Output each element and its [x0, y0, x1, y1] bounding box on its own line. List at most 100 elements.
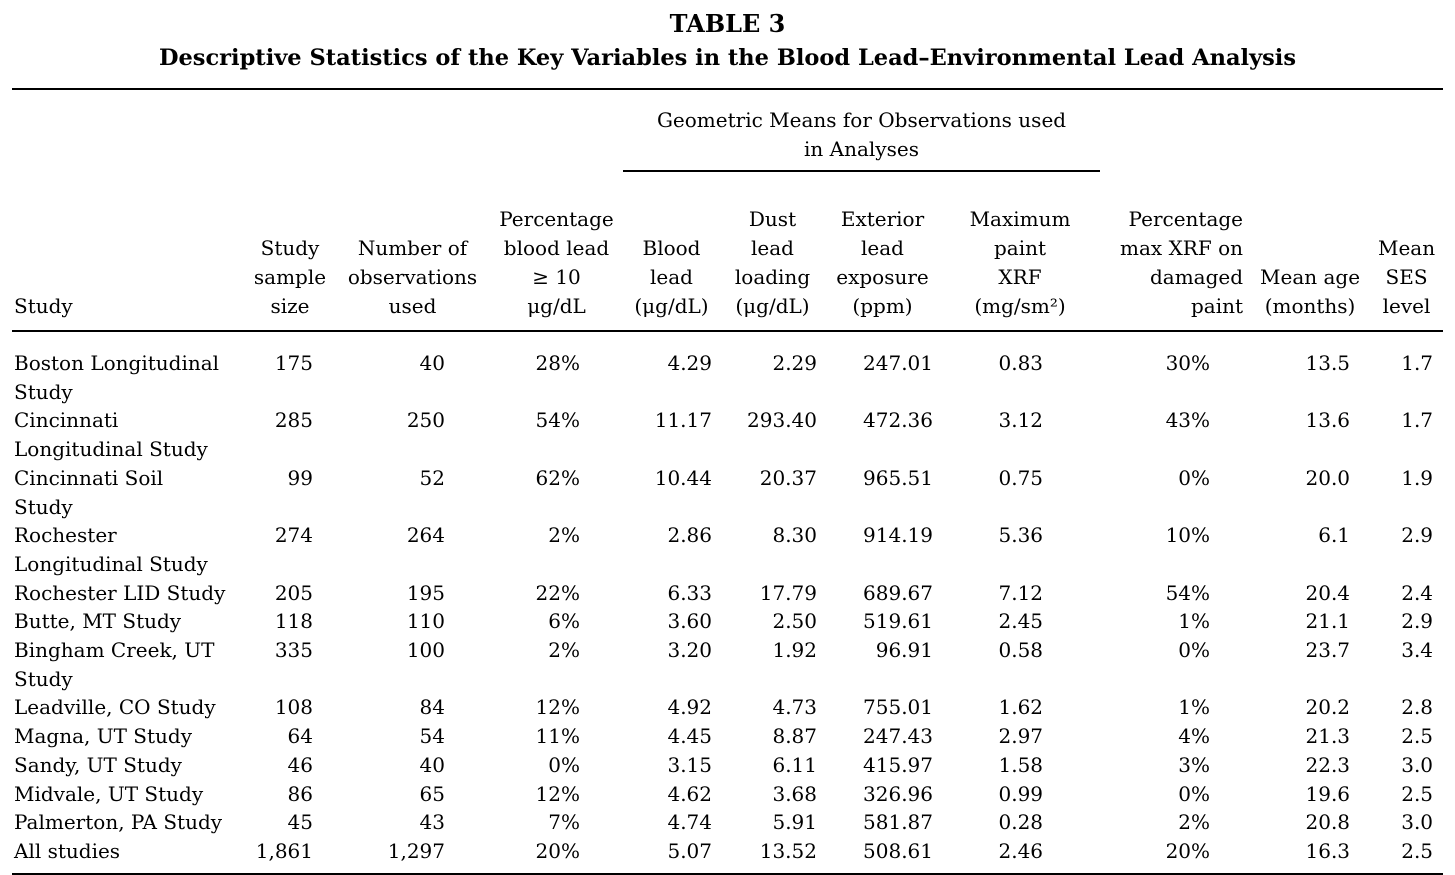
value-cell: 2.97 [998, 724, 1044, 749]
value-cell: 13.52 [759, 838, 817, 863]
value-cell: 62% [535, 465, 580, 490]
value-cell: 0% [1178, 638, 1211, 663]
value-cell: 326.96 [863, 781, 933, 806]
value-cell: 247.43 [863, 724, 933, 749]
value-cell: 19.6 [1305, 781, 1351, 806]
value-cell: 2.46 [998, 838, 1044, 863]
value-cell: 20% [535, 838, 580, 863]
value-cell: 0% [1178, 781, 1211, 806]
value-cell: 2% [548, 523, 580, 548]
value-cell: 20.0 [1305, 465, 1351, 490]
column-header-row: Study Study sample size Number of observ… [12, 171, 1444, 332]
value-cell: 6.33 [667, 580, 712, 605]
value-cell: 2.4 [1401, 580, 1434, 605]
value-cell: 2.29 [772, 351, 817, 375]
column-header-study: Study [12, 171, 245, 332]
study-name-cell: Boston Longitudinal Study [14, 351, 220, 404]
column-header-max-paint-xrf: Maximum paint XRF (mg/sm²) [940, 171, 1101, 332]
table-row: Boston Longitudinal Study 175 40 28% 4.29 2.2… [12, 331, 1443, 406]
value-cell: 1.9 [1401, 465, 1434, 490]
study-name-cell: All studies [14, 838, 121, 863]
value-cell: 5.91 [772, 810, 817, 835]
study-name-cell: Leadville, CO Study [14, 695, 216, 720]
column-header-mean-age: Mean age (months) [1250, 171, 1371, 332]
value-cell: 247.01 [863, 351, 933, 375]
value-cell: 23.7 [1305, 638, 1351, 663]
value-cell: 914.19 [863, 523, 933, 548]
value-cell: 689.67 [863, 580, 933, 605]
value-cell: 0.99 [998, 781, 1044, 806]
value-cell: 46 [287, 752, 313, 777]
value-cell: 3.15 [667, 752, 712, 777]
value-cell: 5.07 [667, 838, 712, 863]
value-cell: 335 [274, 638, 313, 663]
table-row: Cincinnati Longitudinal Study 285 250 54% 11… [12, 406, 1443, 463]
value-cell: 4.45 [667, 724, 712, 749]
value-cell: 84 [419, 695, 445, 720]
value-cell: 40 [419, 351, 445, 375]
value-cell: 0% [548, 752, 580, 777]
value-cell: 4.74 [667, 810, 712, 835]
value-cell: 12% [535, 695, 580, 720]
value-cell: 21.3 [1305, 724, 1351, 749]
value-cell: 250 [406, 408, 445, 433]
value-cell: 4.62 [667, 781, 712, 806]
table-row: Cincinnati Soil Study 99 52 62% 10.44 20.37 96… [12, 464, 1443, 521]
value-cell: 175 [274, 351, 313, 375]
column-header-dust-lead: Dust lead loading (μg/dL) [720, 171, 825, 332]
value-cell: 20.2 [1305, 695, 1351, 720]
value-cell: 8.87 [772, 724, 817, 749]
value-cell: 3.0 [1401, 810, 1434, 835]
value-cell: 11% [535, 724, 580, 749]
table-row: Sandy, UT Study 46 40 0% 3.15 6.11 415.97 1.58 3… [12, 751, 1443, 780]
value-cell: 1.7 [1401, 351, 1434, 375]
value-cell: 519.61 [863, 609, 933, 634]
column-header-pct-max-xrf: Percentage max XRF on damaged paint [1100, 171, 1251, 332]
study-name-cell: Midvale, UT Study [14, 781, 204, 806]
value-cell: 2% [548, 638, 580, 663]
value-cell: 96.91 [875, 638, 933, 663]
value-cell: 22.3 [1305, 752, 1351, 777]
value-cell: 108 [274, 695, 313, 720]
value-cell: 110 [406, 609, 445, 634]
value-cell: 118 [274, 609, 313, 634]
value-cell: 3.12 [998, 408, 1044, 433]
table-row: Palmerton, PA Study 45 43 7% 4.74 5.91 581.87 0… [12, 808, 1443, 837]
value-cell: 2% [1178, 810, 1211, 835]
value-cell: 1% [1178, 609, 1211, 634]
value-cell: 274 [274, 523, 313, 548]
study-name-cell: Palmerton, PA Study [14, 810, 223, 835]
value-cell: 54 [419, 724, 445, 749]
column-header-mean-ses: Mean SES level [1370, 171, 1444, 332]
value-cell: 13.5 [1305, 351, 1351, 375]
value-cell: 22% [535, 580, 580, 605]
value-cell: 3% [1178, 752, 1211, 777]
value-cell: 2.5 [1401, 724, 1434, 749]
value-cell: 6.1 [1318, 523, 1351, 548]
value-cell: 472.36 [863, 408, 933, 433]
value-cell: 0.58 [998, 638, 1044, 663]
value-cell: 20.37 [759, 465, 817, 490]
value-cell: 4% [1178, 724, 1211, 749]
value-cell: 5.36 [998, 523, 1044, 548]
group-header-row: Geometric Means for Observations used in… [12, 89, 1443, 172]
value-cell: 8.30 [772, 523, 817, 548]
value-cell: 2.5 [1401, 838, 1434, 863]
value-cell: 0.83 [998, 351, 1044, 375]
study-name-cell: Sandy, UT Study [14, 752, 182, 777]
column-header-blood-lead: Blood lead (μg/dL) [623, 171, 720, 332]
value-cell: 13.6 [1305, 408, 1351, 433]
value-cell: 20.4 [1305, 580, 1351, 605]
value-cell: 52 [419, 465, 445, 490]
value-cell: 2.9 [1401, 609, 1434, 634]
value-cell: 2.9 [1401, 523, 1434, 548]
value-cell: 205 [274, 580, 313, 605]
study-name-cell: Rochester LID Study [14, 580, 226, 605]
study-name-cell: Butte, MT Study [14, 609, 182, 634]
value-cell: 2.5 [1401, 781, 1434, 806]
table-header: Geometric Means for Observations used in… [12, 89, 1444, 332]
value-cell: 415.97 [863, 752, 933, 777]
value-cell: 4.73 [772, 695, 817, 720]
value-cell: 4.92 [667, 695, 712, 720]
value-cell: 64 [287, 724, 313, 749]
